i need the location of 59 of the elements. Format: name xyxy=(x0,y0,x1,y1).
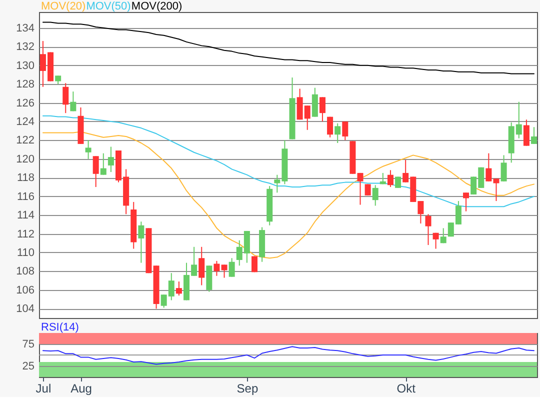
y-tick-label: 108 xyxy=(16,266,34,278)
candlestick xyxy=(319,96,326,122)
candlestick xyxy=(364,184,371,196)
y-tick-label: 120 xyxy=(16,153,34,166)
y-tick-label: 132 xyxy=(16,41,34,54)
candlestick xyxy=(357,172,364,206)
candlestick xyxy=(70,91,76,112)
candlestick xyxy=(387,170,394,188)
candlestick xyxy=(221,264,228,278)
series-label: RSI(14) xyxy=(41,322,79,334)
line-series xyxy=(42,131,535,259)
candlestick xyxy=(85,140,92,160)
candlestick xyxy=(214,260,220,276)
candlestick xyxy=(523,119,530,146)
y-tick-label: 106 xyxy=(16,284,34,296)
y-tick-label: 112 xyxy=(16,228,34,240)
candlestick xyxy=(500,154,507,182)
candlestick xyxy=(198,246,205,286)
x-tick-label: Okt xyxy=(396,382,416,396)
y-tick-label: 110 xyxy=(16,246,34,259)
candlestick xyxy=(432,232,439,250)
candlestick xyxy=(92,156,99,188)
x-tick-label: Jul xyxy=(36,382,52,396)
candlestick xyxy=(342,120,348,141)
candlestick xyxy=(334,122,341,144)
text: MOV(50) xyxy=(86,0,131,12)
y-tick-label: 134 xyxy=(16,22,34,34)
y-tick-label: 114 xyxy=(16,210,34,222)
candlestick xyxy=(531,126,538,144)
y-tick-label: 130 xyxy=(16,60,34,72)
line-series xyxy=(42,22,535,74)
candlestick xyxy=(312,87,318,118)
y-tick-label: 124 xyxy=(16,116,34,128)
candlestick xyxy=(138,221,144,264)
candlestick xyxy=(108,146,114,173)
y-tick-label: 104 xyxy=(16,303,34,316)
y-tick-label: 126 xyxy=(16,97,34,110)
line-series xyxy=(42,346,535,365)
candlestick xyxy=(425,214,432,246)
series-label: MOV(200) xyxy=(131,0,182,12)
y-tick-label: 75 xyxy=(22,338,34,350)
x-tick-label: Aug xyxy=(70,382,92,396)
candlestick xyxy=(372,184,378,206)
x-tick-label: Sep xyxy=(236,382,258,396)
candlestick xyxy=(395,176,402,188)
text: MOV(20) xyxy=(41,0,86,12)
candlestick xyxy=(440,228,446,244)
y-tick-label: 128 xyxy=(16,78,34,91)
y-tick-label: 25 xyxy=(22,360,34,372)
candlestick xyxy=(228,258,235,278)
candlestick xyxy=(327,116,334,138)
candlestick xyxy=(251,256,258,273)
candlestick xyxy=(62,82,69,114)
candlestick xyxy=(100,152,106,176)
y-tick-label: 118 xyxy=(16,172,34,184)
candlestick xyxy=(176,281,182,296)
y-tick-label: 122 xyxy=(16,134,34,147)
y-tick-label: 116 xyxy=(16,190,34,203)
candlestick xyxy=(463,192,470,212)
